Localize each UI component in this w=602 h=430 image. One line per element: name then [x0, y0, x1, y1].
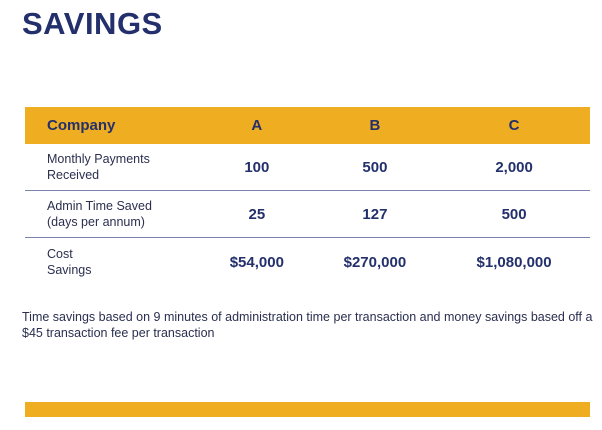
- row-label-line2: Savings: [47, 263, 92, 277]
- column-header-b: B: [369, 117, 381, 134]
- row-label-line1: Admin Time Saved: [47, 199, 152, 213]
- row-label: Cost Savings: [25, 238, 202, 287]
- row-label-line2: (days per annum): [47, 215, 145, 229]
- savings-table: Company A B C Monthly Payments Received …: [25, 107, 590, 286]
- table-row-admin-time: Admin Time Saved (days per annum) 25 127…: [25, 190, 590, 238]
- table-header-row: Company A B C: [25, 107, 590, 144]
- row-label: Admin Time Saved (days per annum): [25, 190, 202, 238]
- bottom-accent-bar: [25, 402, 590, 417]
- table-cell: $270,000: [343, 253, 407, 271]
- table-row-cost-savings: Cost Savings $54,000 $270,000 $1,080,000: [25, 238, 590, 287]
- table-cell: $54,000: [229, 253, 284, 271]
- page-title: SAVINGS: [22, 6, 163, 41]
- table-cell: 500: [438, 190, 590, 238]
- column-header-c: C: [508, 117, 520, 134]
- table-cell: $1,080,000: [476, 253, 552, 271]
- table-row-monthly-payments: Monthly Payments Received 100 500 2,000: [25, 144, 590, 191]
- table-cell: 2,000: [438, 144, 590, 191]
- column-header-company: Company: [47, 117, 116, 134]
- table-cell: 500: [311, 144, 439, 191]
- table-cell: 100: [202, 144, 312, 191]
- row-label-line1: Cost: [47, 247, 73, 261]
- footnote: Time savings based on 9 minutes of admin…: [22, 310, 593, 340]
- row-label: Monthly Payments Received: [25, 144, 202, 191]
- column-header-a: A: [251, 117, 263, 134]
- table-cell: 25: [202, 190, 312, 238]
- row-label-line1: Monthly Payments: [47, 152, 150, 166]
- row-label-line2: Received: [47, 168, 100, 182]
- table-cell: 127: [311, 190, 439, 238]
